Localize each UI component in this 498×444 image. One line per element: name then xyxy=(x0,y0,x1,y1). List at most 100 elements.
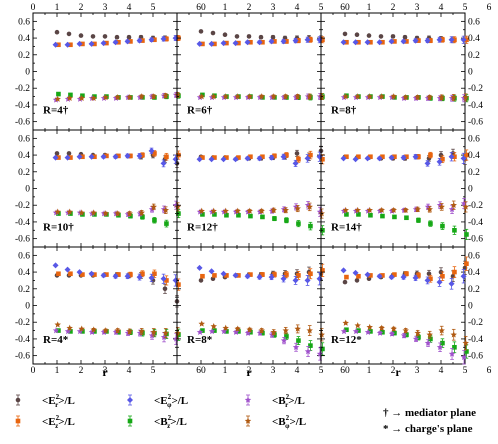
y-tick-label-left: 0.6 xyxy=(18,134,30,144)
y-tick-label-right: 0.4 xyxy=(468,268,480,278)
point-e-z xyxy=(416,273,421,278)
point-b-phi xyxy=(246,207,253,214)
point-e-z xyxy=(308,152,313,158)
panel-1: R=4† xyxy=(32,12,181,131)
point-b-phi xyxy=(438,94,445,101)
point-e-phi xyxy=(112,153,119,160)
point-b-phi xyxy=(270,93,277,100)
point-e-phi xyxy=(232,156,239,163)
point-e-phi xyxy=(268,274,275,281)
y-tick-label-left: 0.4 xyxy=(18,151,30,161)
point-e-phi xyxy=(304,36,311,43)
panel-5: R=12† xyxy=(176,129,325,248)
point-e-z xyxy=(152,271,157,277)
point-e-z xyxy=(92,272,97,277)
x-tick-label-bottom: 3 xyxy=(271,366,276,376)
point-b-phi xyxy=(270,206,277,213)
point-e-phi xyxy=(208,156,215,163)
y-tick-label-left: 0 xyxy=(25,185,30,195)
point-b-phi xyxy=(306,203,313,210)
point-b-phi xyxy=(426,94,433,101)
note-mediator-plane: † → mediator plane xyxy=(383,407,476,419)
point-b-z xyxy=(416,217,421,223)
point-e-phi xyxy=(148,274,155,281)
point-e-phi xyxy=(160,160,167,167)
point-b-phi xyxy=(402,206,409,213)
point-e-phi xyxy=(304,155,311,162)
point-b-phi xyxy=(306,327,313,334)
point-e-phi xyxy=(136,274,143,281)
point-b-z xyxy=(260,330,265,336)
legend-item-b-z: <B2 z>/L xyxy=(127,414,187,430)
point-b-r xyxy=(316,350,324,357)
point-b-phi xyxy=(354,322,361,329)
y-tick-label-left: -0.4 xyxy=(15,101,30,111)
point-b-phi xyxy=(162,92,169,99)
x-tick-label-top: 4 xyxy=(439,3,444,13)
point-b-z xyxy=(320,346,325,352)
point-e-phi xyxy=(340,267,347,274)
point-b-z xyxy=(164,221,169,226)
point-e-phi xyxy=(256,274,263,281)
point-b-phi xyxy=(114,94,121,101)
point-b-phi xyxy=(126,94,133,101)
x-tick-label-bottom: 3 xyxy=(103,366,108,376)
point-e-z xyxy=(464,261,469,267)
point-e-phi xyxy=(100,153,107,160)
point-b-phi xyxy=(294,325,301,332)
point-e-z xyxy=(272,272,277,277)
y-tick-label-right: 0 xyxy=(468,185,473,195)
point-b-z xyxy=(368,212,373,218)
point-b-r xyxy=(376,329,384,336)
point-e-r xyxy=(294,151,300,156)
point-b-r xyxy=(364,207,372,214)
point-b-z xyxy=(308,343,313,348)
y-tick-label-left: -0.6 xyxy=(15,118,30,128)
point-b-phi xyxy=(294,93,301,100)
point-b-phi xyxy=(66,324,73,331)
point-b-r xyxy=(208,208,216,215)
point-b-r xyxy=(208,328,216,335)
point-b-z xyxy=(464,232,469,237)
point-b-phi xyxy=(150,203,157,210)
point-e-r xyxy=(198,29,204,34)
point-e-phi xyxy=(388,38,395,45)
point-e-z xyxy=(440,156,445,162)
point-b-z xyxy=(68,92,73,98)
point-e-r xyxy=(66,151,72,156)
x-tick-label-bottom: 1 xyxy=(367,366,372,376)
point-b-phi xyxy=(102,94,109,101)
point-b-z xyxy=(344,212,349,217)
panel-8: R=8* xyxy=(176,246,325,365)
point-b-r xyxy=(304,348,312,355)
point-b-r xyxy=(160,333,168,341)
panel-4: R=10† xyxy=(32,129,181,248)
point-e-z xyxy=(404,154,409,160)
point-b-phi xyxy=(438,203,445,210)
point-e-z xyxy=(248,154,253,160)
panel-label: R=12† xyxy=(187,221,218,233)
point-e-z xyxy=(56,271,61,277)
point-b-phi xyxy=(78,325,85,332)
x-tick-label-top: 4 xyxy=(127,3,132,13)
panel-frame xyxy=(176,246,322,365)
point-b-phi xyxy=(342,319,349,326)
point-e-phi xyxy=(364,155,371,162)
point-b-r xyxy=(64,328,72,335)
point-b-r xyxy=(352,94,360,101)
point-b-phi xyxy=(462,94,469,101)
legend-label: <B2 φ>/L xyxy=(272,414,306,430)
panel-label: R=8† xyxy=(331,104,357,116)
point-e-phi xyxy=(364,39,371,46)
legend-marker xyxy=(15,418,21,424)
point-e-z xyxy=(164,278,169,283)
point-b-r xyxy=(388,207,396,214)
point-b-phi xyxy=(450,94,457,101)
x-tick-label-bottom: 4 xyxy=(295,366,300,376)
y-tick-label-left: 0 xyxy=(25,302,30,312)
point-b-phi xyxy=(258,327,265,334)
panel-7: R=4* xyxy=(32,246,181,365)
point-e-r xyxy=(66,31,72,37)
panel-2: R=6† xyxy=(176,12,325,131)
